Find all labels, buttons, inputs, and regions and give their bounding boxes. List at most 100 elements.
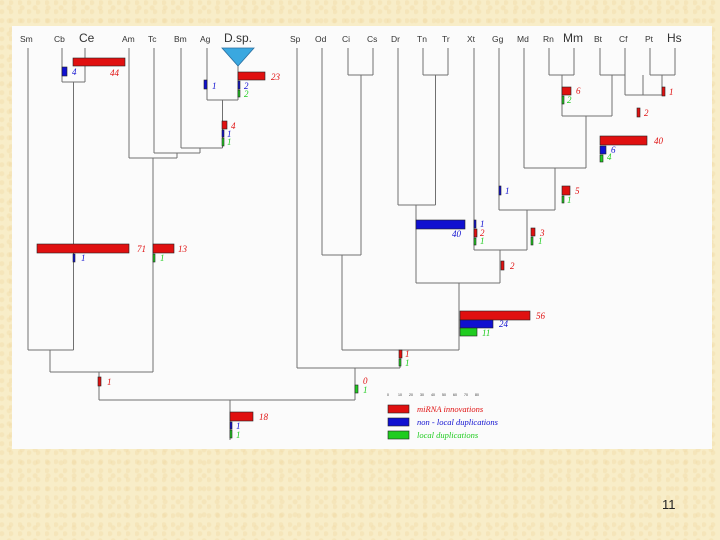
tree-branches xyxy=(27,48,676,440)
count-fish-nonlocal: 40 xyxy=(452,229,462,239)
taxon-bt: Bt xyxy=(594,34,603,44)
count-gg-nonlocal: 1 xyxy=(505,186,510,196)
branch-md xyxy=(523,48,586,210)
scale-tick-30: 30 xyxy=(420,393,424,397)
scale-tick-80: 80 xyxy=(475,393,479,397)
bar-dsp-nonlocal xyxy=(237,80,241,90)
scale-tick-40: 40 xyxy=(431,393,435,397)
count-ag-nonlocal: 1 xyxy=(212,81,217,91)
count-mm-innov: 6 xyxy=(576,86,581,96)
count-xt-innov: 2 xyxy=(480,228,485,238)
bar-euth-innovations xyxy=(599,135,648,146)
branch-cb-ce xyxy=(61,48,86,350)
taxon-sp: Sp xyxy=(290,34,301,44)
count-amn-innov: 3 xyxy=(539,228,545,238)
taxon-xt: Xt xyxy=(467,34,476,44)
branch-am xyxy=(128,48,177,372)
count-dsp-innov: 23 xyxy=(271,72,281,82)
bar-tet-innovations xyxy=(500,260,505,271)
taxon-tc: Tc xyxy=(148,34,157,44)
count-mm-local: 2 xyxy=(567,95,572,105)
taxon-ci: Ci xyxy=(342,34,350,44)
count-chord-local: 1 xyxy=(405,358,410,368)
count-ins-local: 1 xyxy=(160,253,165,263)
bar-mm-local xyxy=(561,95,565,105)
bar-mam-innovations xyxy=(561,185,571,196)
bar-dip-innovations xyxy=(221,120,228,130)
count-labels: 44 4 23 2 2 1 4 1 1 71 1 13 1 1 18 1 1 0… xyxy=(72,67,674,440)
taxon-pt: Pt xyxy=(645,34,654,44)
count-ce-innov: 44 xyxy=(110,68,120,78)
count-xt-local: 1 xyxy=(480,236,485,246)
bar-xt-innovations xyxy=(473,228,478,238)
taxon-gg: Gg xyxy=(492,34,504,44)
scale-tick-60: 60 xyxy=(453,393,457,397)
bar-euth-local xyxy=(599,154,604,163)
bar-dsp-local xyxy=(237,89,241,98)
branch-tet xyxy=(416,282,500,350)
scale-tick-70: 70 xyxy=(464,393,468,397)
branch-xt xyxy=(473,48,527,283)
bar-ce-innovations xyxy=(72,57,126,67)
count-vert-local: 11 xyxy=(482,328,490,338)
count-dip-innov: 4 xyxy=(231,121,236,131)
bar-dsp-innovations xyxy=(237,71,266,81)
bar-dip-nonlocal xyxy=(221,129,225,138)
count-ecd-nonlocal: 1 xyxy=(81,253,86,263)
bar-fish-nonlocal xyxy=(415,219,466,230)
bar-pt-innovations xyxy=(636,107,641,118)
branch-cf xyxy=(624,48,662,96)
count-dsp-nonlocal: 2 xyxy=(244,81,249,91)
bar-ins-innovations xyxy=(152,243,175,254)
branch-pt-hs xyxy=(649,48,676,95)
count-ecd-innov: 71 xyxy=(137,244,146,254)
taxon-bm: Bm xyxy=(174,34,187,44)
count-tet-innov: 2 xyxy=(510,261,515,271)
bar-dip-local xyxy=(221,137,225,147)
branch-od xyxy=(321,48,361,350)
bar-xt-local xyxy=(473,237,477,246)
legend-label-innovations: miRNA innovations xyxy=(417,404,484,414)
bar-ag-nonlocal xyxy=(203,79,208,90)
branch-sp xyxy=(296,48,459,369)
count-xt-nonlocal: 1 xyxy=(480,219,485,229)
branch-gg xyxy=(498,48,555,250)
count-deut-local: 1 xyxy=(363,385,368,395)
bar-ecd-nonlocal xyxy=(72,253,76,263)
taxon-mm: Mm xyxy=(563,31,583,45)
count-dip-local: 1 xyxy=(227,137,232,147)
taxon-labels: Sm Cb Ce Am Tc Bm Ag D.sp. Sp Od Ci Cs D… xyxy=(20,31,682,45)
taxon-od: Od xyxy=(315,34,327,44)
count-dip-nonlocal: 1 xyxy=(227,129,232,139)
branch-bt xyxy=(599,48,625,116)
phylogenetic-tree: Sm Cb Ce Am Tc Bm Ag D.sp. Sp Od Ci Cs D… xyxy=(20,31,682,440)
taxon-cf: Cf xyxy=(619,34,628,44)
taxon-cb: Cb xyxy=(54,34,65,44)
count-chord-innov: 1 xyxy=(405,349,410,359)
legend-label-local: local duplications xyxy=(417,430,479,440)
scale-tick-20: 20 xyxy=(409,393,413,397)
bar-chord-innovations xyxy=(398,349,403,359)
branch-tc xyxy=(153,48,200,158)
taxon-rn: Rn xyxy=(543,34,554,44)
branch-sm-ecd xyxy=(27,48,74,372)
bar-xt-nonlocal xyxy=(473,219,477,229)
taxon-dsp: D.sp. xyxy=(224,31,252,45)
bar-ce-nonlocal xyxy=(61,66,68,77)
count-bil-local: 1 xyxy=(236,430,241,440)
taxon-am: Am xyxy=(122,34,135,44)
legend-swatch-innovations xyxy=(387,404,410,414)
legend-swatch-local xyxy=(387,430,410,440)
legend-label-nonlocal: non - local duplications xyxy=(417,417,499,427)
count-ins-innov: 13 xyxy=(178,244,188,254)
branch-dip-bm xyxy=(180,48,223,153)
legend: 0 10 20 30 40 50 60 70 80 miRNA innovati… xyxy=(387,393,499,440)
count-mam-innov: 5 xyxy=(575,186,580,196)
branch-root xyxy=(99,399,355,440)
count-amn-local: 1 xyxy=(538,236,543,246)
bar-mm-innovations xyxy=(561,86,572,96)
bar-vert-local xyxy=(459,327,478,337)
taxon-ce: Ce xyxy=(79,31,95,45)
bar-bil-innovations xyxy=(229,411,254,422)
slide-page-number: 11 xyxy=(662,497,676,512)
